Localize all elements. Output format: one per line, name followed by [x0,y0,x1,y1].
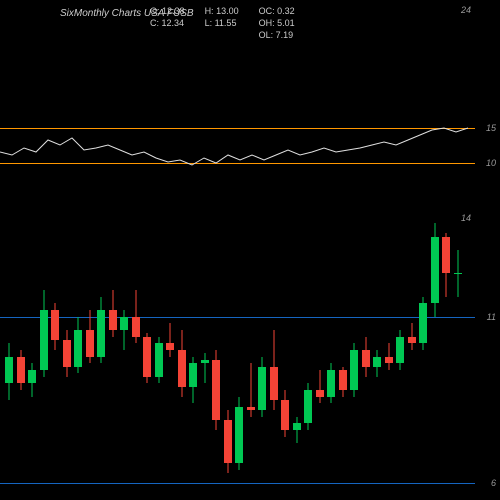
candle [281,200,289,500]
candle [51,200,59,500]
candle [247,200,255,500]
candle [235,200,243,500]
candle [5,200,13,500]
indicator-level-label: 15 [486,123,496,133]
candle [120,200,128,500]
candle [408,200,416,500]
candle [40,200,48,500]
candle [270,200,278,500]
candle [178,200,186,500]
candle [362,200,370,500]
candle [201,200,209,500]
indicator-panel: 24 1510 [0,0,475,200]
price-level-label: 6 [491,478,496,488]
candle [189,200,197,500]
candle [385,200,393,500]
candle [316,200,324,500]
candle [86,200,94,500]
candle [442,200,450,500]
candle [293,200,301,500]
candle [63,200,71,500]
stock-chart: SixMonthly Charts USA FUSB O: 12.38 C: 1… [0,0,500,500]
candle [339,200,347,500]
candle [143,200,151,500]
candle [350,200,358,500]
candle [166,200,174,500]
candle [431,200,439,500]
candle [155,200,163,500]
candle-area [5,200,475,500]
candle [327,200,335,500]
candle [109,200,117,500]
candle [258,200,266,500]
candle [17,200,25,500]
candle [396,200,404,500]
candle [419,200,427,500]
candle [373,200,381,500]
candle [132,200,140,500]
indicator-line [0,0,475,200]
candle [224,200,232,500]
candle [212,200,220,500]
candlestick-panel: 14 116 [0,200,475,500]
candle [454,200,462,500]
indicator-level-label: 10 [486,158,496,168]
candle [97,200,105,500]
candle [304,200,312,500]
candle [74,200,82,500]
price-level-label: 11 [487,312,496,322]
candle [28,200,36,500]
